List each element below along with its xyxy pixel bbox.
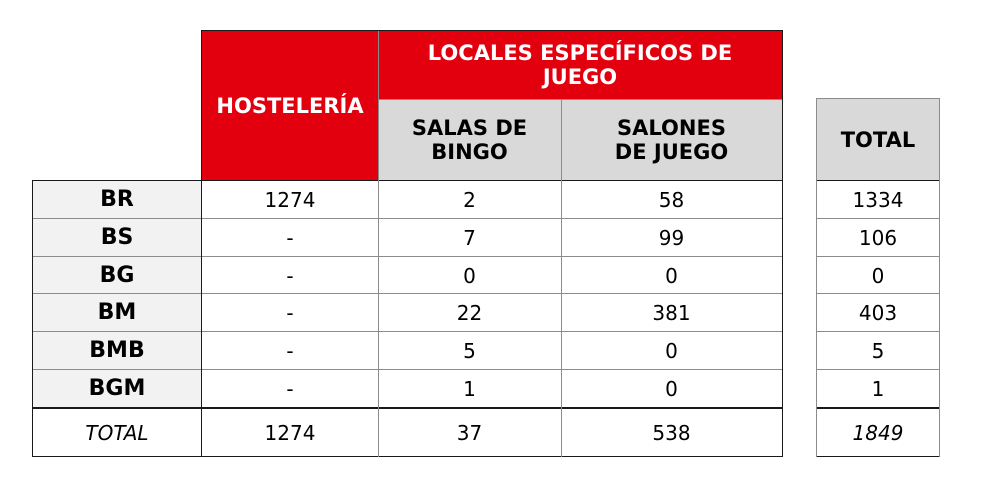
cell-bs-salas: 7	[463, 226, 476, 250]
grid-line	[816, 407, 940, 409]
row-label-bgm: BGM	[33, 370, 201, 408]
row-label-text: BR	[100, 187, 134, 212]
cell-bm-salas: 22	[456, 301, 483, 325]
cell-bs-hosteleria: -	[286, 226, 294, 250]
cell-bs-salones: 99	[658, 226, 685, 250]
row-label-bm: BM	[33, 294, 201, 332]
grid-line	[33, 256, 783, 257]
grid-line	[201, 30, 202, 457]
row-label-bs: BS	[33, 219, 201, 257]
row-label-text: BGM	[88, 376, 146, 401]
grid-line	[816, 98, 940, 99]
cell-br-hosteleria: 1274	[264, 188, 316, 212]
grid-line	[561, 99, 562, 457]
header-salones-juego: SALONES DE JUEGO	[561, 99, 782, 180]
cell-bgm-total: 1	[871, 377, 885, 401]
cell-bgm-salas: 1	[463, 377, 476, 401]
grid-line	[33, 180, 783, 181]
cell-total-salas: 37	[456, 420, 483, 445]
grid-line	[201, 30, 783, 31]
grid-line	[378, 31, 379, 457]
cell-bg-total: 0	[871, 263, 885, 288]
grid-line	[816, 98, 817, 457]
header-total: TOTAL	[817, 99, 939, 180]
cell-bmb-salas: 5	[463, 339, 476, 363]
row-label-br: BR	[33, 181, 201, 219]
cell-total-salones: 538	[652, 420, 691, 445]
row-label-text: BMB	[89, 338, 145, 363]
row-label-bg: BG	[33, 257, 201, 294]
grid-line	[33, 407, 783, 409]
cell-bgm-salones: 0	[665, 377, 678, 401]
grid-line	[816, 218, 940, 219]
row-label-text: BS	[100, 225, 134, 250]
cell-total-hosteleria: 1274	[264, 420, 316, 445]
cell-br-total: 1334	[852, 188, 904, 212]
cell-bgm-hosteleria: -	[286, 377, 294, 401]
cell-bm-total: 403	[858, 301, 898, 325]
cell-br-salas: 2	[463, 188, 476, 212]
cell-bm-hosteleria: -	[286, 301, 294, 325]
row-label-text: BG	[99, 262, 135, 288]
cell-bs-total: 106	[858, 226, 898, 250]
header-locales-text: LOCALES ESPECÍFICOS DE JUEGO	[427, 41, 733, 89]
row-label-bmb: BMB	[33, 332, 201, 370]
grid-line	[33, 293, 783, 294]
total-label-text: TOTAL	[85, 420, 149, 445]
cell-bg-salas: 0	[463, 263, 476, 288]
grid-line	[33, 218, 783, 219]
grid-line	[33, 369, 783, 370]
grid-line	[33, 456, 783, 457]
grid-line	[32, 180, 33, 457]
grid-line	[816, 180, 940, 181]
header-total-text: TOTAL	[840, 127, 916, 152]
cell-bmb-salones: 0	[665, 339, 678, 363]
header-locales-especificos: LOCALES ESPECÍFICOS DE JUEGO	[378, 31, 782, 99]
cell-bm-salones: 381	[652, 301, 691, 325]
header-hosteleria: HOSTELERÍA	[202, 31, 378, 180]
cell-bmb-total: 5	[871, 339, 885, 363]
grid-line	[939, 98, 940, 457]
grid-line	[378, 99, 782, 100]
cell-br-salones: 58	[658, 188, 685, 212]
cell-bg-hosteleria: -	[286, 263, 294, 288]
grid-line	[816, 331, 940, 332]
header-hosteleria-text: HOSTELERÍA	[216, 93, 364, 118]
header-salas-bingo: SALAS DE BINGO	[378, 99, 561, 180]
cell-grand-total: 1849	[852, 420, 904, 445]
grid-line	[816, 369, 940, 370]
grid-line	[816, 456, 940, 457]
header-salas-text: SALAS DE BINGO	[411, 115, 528, 164]
grid-line	[33, 331, 783, 332]
header-salones-text: SALONES DE JUEGO	[614, 115, 729, 164]
grid-line	[816, 293, 940, 294]
grid-line	[782, 30, 783, 457]
cell-bg-salones: 0	[665, 263, 678, 288]
row-label-text: BM	[97, 300, 137, 325]
row-label-total: TOTAL	[33, 409, 201, 456]
cell-bmb-hosteleria: -	[286, 339, 294, 363]
grid-line	[816, 256, 940, 257]
